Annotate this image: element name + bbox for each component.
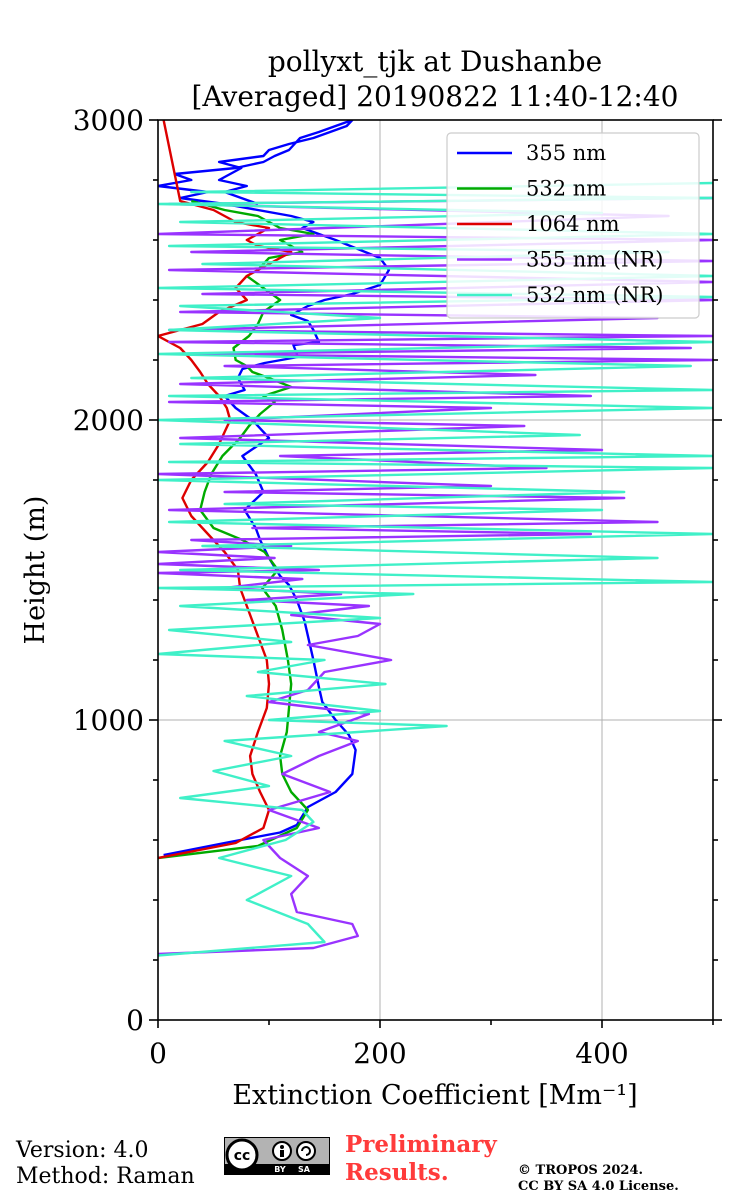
copyright-line-2: CC BY SA 4.0 License. (518, 1179, 679, 1194)
x-tick-label: 200 (353, 1037, 406, 1070)
cc-badge-strip (225, 1164, 329, 1174)
legend-label: 355 nm (NR) (526, 248, 663, 272)
cc-logo-icon (225, 1138, 259, 1172)
series-line-4 (158, 196, 713, 956)
cc-logo-text: cc (234, 1148, 251, 1164)
legend-label: 532 nm (526, 177, 606, 201)
legend-box (446, 132, 700, 319)
legend: 355 nm 532 nm 1064 nm 355 nm (NR) 532 nm (NR… (446, 132, 700, 319)
axis-ticks: 0 200 400 0 1000 2000 3000 (73, 104, 722, 1070)
chart-subtitle: [Averaged] 20190822 11:40-12:40 (192, 80, 679, 113)
y-tick-label: 1000 (73, 704, 144, 737)
sa-label: SA (298, 1165, 311, 1174)
by-attribution-head (280, 1145, 284, 1149)
x-tick-label: 0 (149, 1037, 167, 1070)
x-tick-label: 400 (575, 1037, 628, 1070)
method-text: Method: Raman (16, 1164, 195, 1189)
copyright-notice: © TROPOS 2024. CC BY SA 4.0 License. (518, 1163, 679, 1195)
plot-frame (157, 119, 714, 1021)
chart-title: pollyxt_tjk at Dushanbe (268, 45, 602, 78)
by-attribution-body (280, 1150, 284, 1157)
legend-label: 1064 nm (526, 212, 620, 236)
sa-sharealike-icon (296, 1141, 316, 1161)
preliminary-notice: Preliminary Results. (345, 1131, 497, 1187)
copyright-line-1: © TROPOS 2024. (518, 1163, 644, 1178)
y-axis-label: Height (m) (20, 496, 51, 645)
y-tick-label: 0 (126, 1004, 144, 1037)
legend-label: 532 nm (NR) (526, 283, 663, 307)
by-label: BY (274, 1165, 286, 1174)
series-line-1 (158, 120, 391, 857)
version-text: Version: 4.0 (16, 1138, 149, 1163)
cc-license-badge: cc BY SA (224, 1137, 330, 1175)
footer-info: Version: 4.0 Method: Raman (16, 1138, 195, 1190)
series-line-5 (158, 181, 713, 957)
series-lines (158, 120, 713, 957)
y-tick-label: 2000 (73, 404, 144, 437)
preliminary-line-1: Preliminary (345, 1131, 497, 1158)
y-tick-label: 3000 (73, 104, 144, 137)
extinction-chart: 0 200 400 0 1000 2000 3000 pollyxt_tjk at Dush… (20, 45, 722, 1111)
x-axis-label: Extinction Coefficient [Mm⁻¹] (232, 1080, 637, 1111)
sa-sharealike-arrow (301, 1146, 311, 1156)
preliminary-line-2: Results. (345, 1159, 449, 1186)
legend-label: 355 nm (526, 141, 606, 165)
